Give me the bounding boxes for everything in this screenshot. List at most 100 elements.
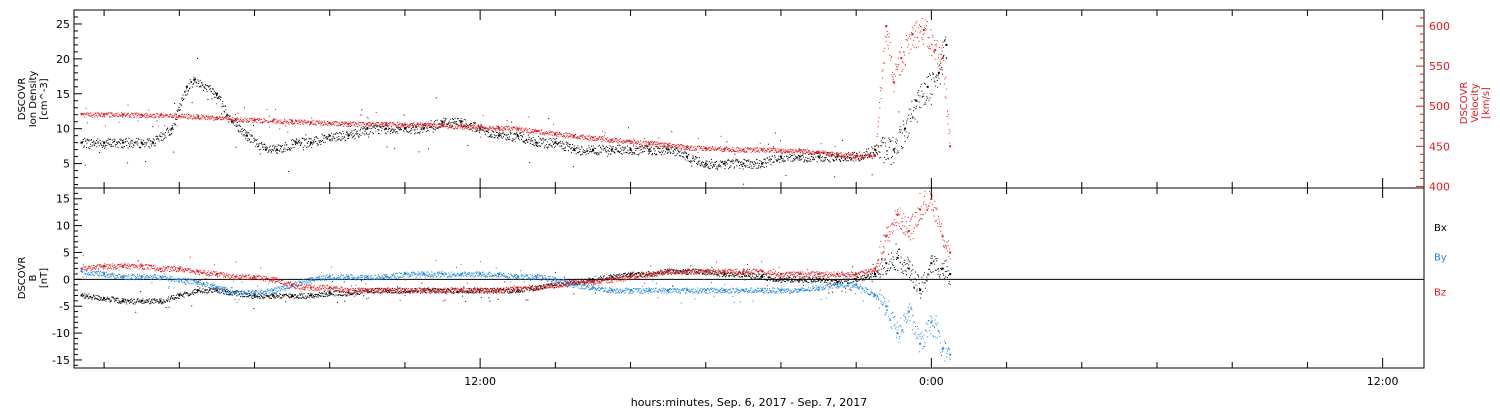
density-series-dot (310, 144, 311, 145)
velocity-series-dot (184, 114, 185, 115)
density-series-dot (401, 129, 402, 130)
density-series-dot (803, 153, 804, 154)
density-series-dot (543, 138, 544, 139)
velocity-series-dot (539, 131, 540, 132)
velocity-series-dot (604, 140, 605, 141)
density-series-dot (98, 143, 99, 144)
velocity-series-dot (681, 144, 682, 145)
bx-series-dot (205, 290, 206, 291)
density-series-dot (698, 163, 699, 164)
density-series-dot (936, 77, 937, 78)
velocity-series-dot (238, 113, 239, 114)
bx-series-dot (116, 300, 117, 301)
velocity-series-dot (788, 149, 789, 150)
density-series-dot (106, 145, 107, 146)
density-series-dot (479, 130, 480, 131)
velocity-series-dot (140, 114, 141, 115)
density-series-dot (132, 143, 133, 144)
bx-series-dot (301, 298, 302, 299)
density-series-dot (366, 133, 367, 134)
velocity-series-dot (921, 37, 922, 38)
bx-series-dot (425, 292, 426, 293)
velocity-series-dot (155, 117, 156, 118)
velocity-series-dot (137, 120, 138, 121)
density-series-dot (338, 136, 339, 137)
velocity-series-dot (292, 119, 293, 120)
density-series-dot (285, 151, 286, 152)
bx-series-dot (270, 295, 271, 296)
density-series-point (385, 128, 387, 130)
velocity-series-dot (492, 130, 493, 131)
density-series-dot (567, 142, 568, 143)
density-series-dot (215, 93, 216, 94)
density-series-dot (179, 103, 180, 104)
velocity-series-dot (498, 128, 499, 129)
velocity-series-dot (455, 126, 456, 127)
velocity-series-dot (194, 118, 195, 119)
density-series-dot (560, 141, 561, 142)
velocity-series-dot (236, 118, 237, 119)
bx-series-dot (127, 301, 128, 302)
velocity-series-dot (763, 150, 764, 151)
velocity-series-dot (309, 121, 310, 122)
density-series-dot (884, 138, 885, 139)
density-series-dot (179, 110, 180, 111)
velocity-series-dot (912, 45, 913, 46)
velocity-series-dot (586, 136, 587, 137)
bx-series-dot (430, 289, 431, 290)
density-series-dot (180, 109, 181, 110)
velocity-series-dot (331, 123, 332, 124)
velocity-series-dot (130, 117, 131, 118)
velocity-series-dot (567, 135, 568, 136)
density-series-dot (91, 146, 92, 147)
bx-series-point (885, 262, 887, 264)
density-series-dot (750, 161, 751, 162)
velocity-series-dot (287, 132, 288, 133)
density-series-dot (700, 165, 701, 166)
density-series-dot (273, 145, 274, 146)
velocity-series-dot (471, 126, 472, 127)
velocity-series-dot (599, 137, 600, 138)
bx-series-dot (128, 300, 129, 301)
velocity-series-dot (240, 119, 241, 120)
velocity-series-dot (86, 108, 87, 109)
velocity-series-dot (919, 32, 920, 33)
velocity-series-dot (836, 152, 837, 153)
bx-series-dot (122, 301, 123, 302)
density-series-dot (712, 167, 713, 168)
density-series-dot (418, 132, 419, 133)
velocity-series-dot (454, 128, 455, 129)
velocity-series-dot (636, 142, 637, 143)
velocity-series-dot (720, 150, 721, 151)
velocity-series-dot (138, 114, 139, 115)
density-series-dot (514, 139, 515, 140)
velocity-series-dot (167, 115, 168, 116)
density-series-dot (336, 132, 337, 133)
density-series-dot (295, 144, 296, 145)
velocity-series-dot (667, 144, 668, 145)
density-series-dot (906, 123, 907, 124)
density-series-dot (161, 140, 162, 141)
density-series-dot (859, 160, 860, 161)
density-series-dot (363, 126, 364, 127)
bx-series-dot (157, 299, 158, 300)
velocity-series-dot (311, 118, 312, 119)
velocity-series-dot (355, 126, 356, 127)
velocity-series-dot (792, 150, 793, 151)
density-series-dot (595, 153, 596, 154)
bx-series-dot (141, 300, 142, 301)
velocity-series-dot (532, 131, 533, 132)
density-series-dot (84, 145, 85, 146)
velocity-series-dot (341, 124, 342, 125)
density-series-dot (440, 120, 441, 121)
bx-series-dot (178, 294, 179, 295)
velocity-series-dot (799, 150, 800, 151)
velocity-series-dot (778, 151, 779, 152)
bx-series-dot (345, 292, 346, 293)
density-series-dot (93, 141, 94, 142)
velocity-series-dot (483, 129, 484, 130)
density-series-dot (502, 138, 503, 139)
velocity-series-dot (410, 126, 411, 127)
bx-series-dot (399, 291, 400, 292)
velocity-series-dot (84, 113, 85, 114)
